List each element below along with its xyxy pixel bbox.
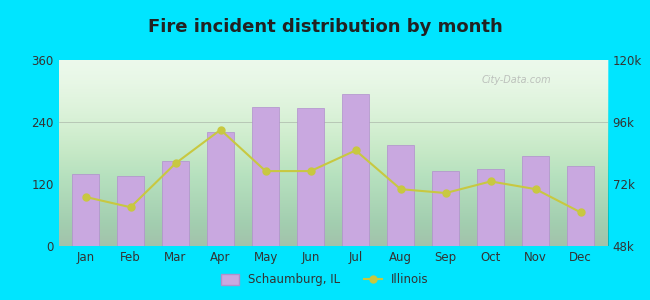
Bar <box>477 169 504 246</box>
Bar <box>342 94 369 246</box>
Bar <box>567 166 594 246</box>
Legend: Schaumburg, IL, Illinois: Schaumburg, IL, Illinois <box>216 269 434 291</box>
Bar <box>252 106 279 246</box>
Text: Fire incident distribution by month: Fire incident distribution by month <box>148 18 502 36</box>
Text: City-Data.com: City-Data.com <box>482 75 551 85</box>
Bar <box>522 156 549 246</box>
Bar <box>117 176 144 246</box>
Bar <box>387 145 414 246</box>
Bar <box>297 107 324 246</box>
Bar <box>207 132 234 246</box>
Bar <box>162 161 189 246</box>
Bar <box>432 171 459 246</box>
Bar <box>72 174 99 246</box>
